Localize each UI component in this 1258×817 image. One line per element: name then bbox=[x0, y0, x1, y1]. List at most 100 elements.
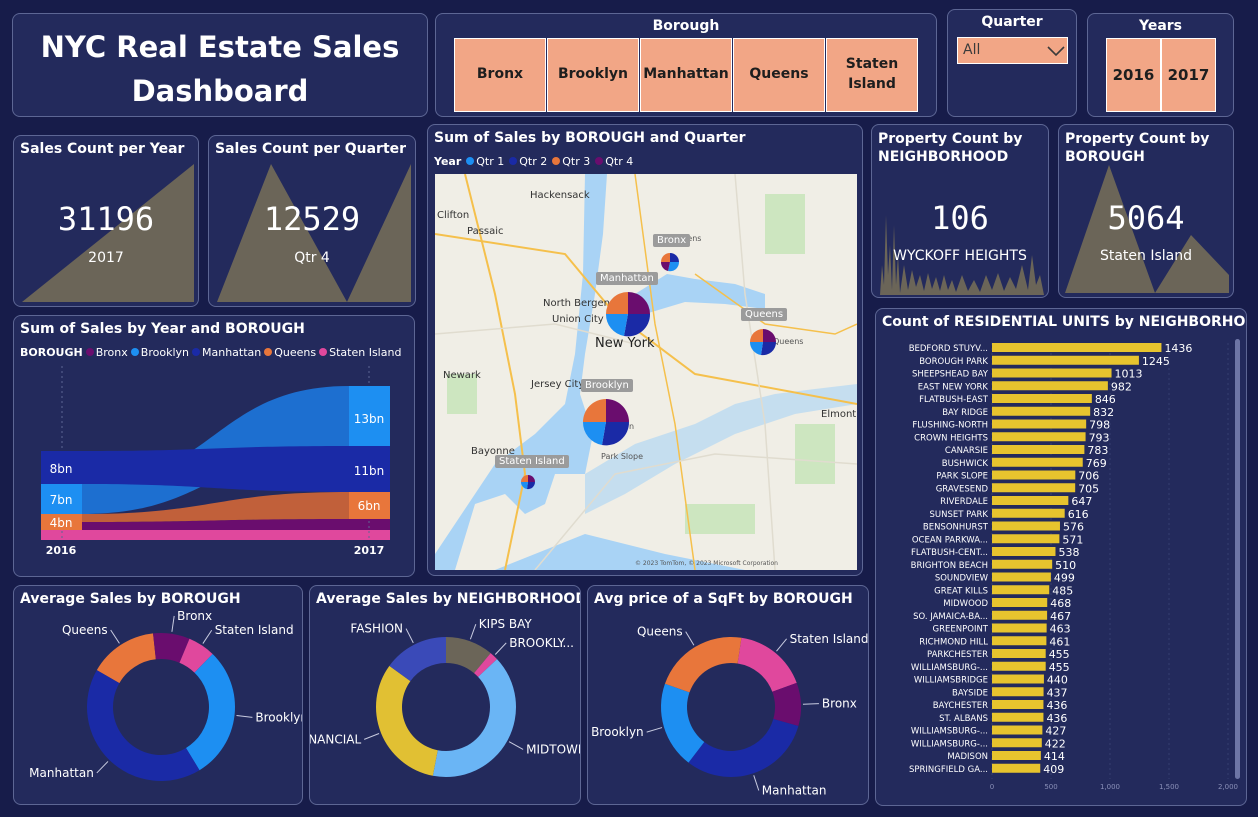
borough-tile-queens[interactable]: Queens bbox=[733, 38, 825, 112]
bar[interactable] bbox=[992, 674, 1044, 684]
leader-line bbox=[776, 638, 787, 652]
legend-item-bronx[interactable]: Bronx bbox=[85, 346, 128, 359]
legend-item-queens[interactable]: Queens bbox=[264, 346, 316, 359]
borough-tile-bronx[interactable]: Bronx bbox=[454, 38, 546, 112]
bar[interactable] bbox=[992, 559, 1053, 569]
years-slicer: Years 2016 2017 bbox=[1087, 13, 1234, 117]
leader-line bbox=[363, 733, 380, 740]
bar[interactable] bbox=[992, 738, 1042, 748]
bar-value-label: 982 bbox=[1111, 380, 1132, 393]
bar[interactable] bbox=[992, 368, 1112, 378]
bar[interactable] bbox=[992, 483, 1076, 493]
donut-slice[interactable] bbox=[688, 718, 799, 777]
bar[interactable] bbox=[992, 355, 1139, 365]
bar[interactable] bbox=[992, 712, 1044, 722]
bar[interactable] bbox=[992, 572, 1051, 582]
kpi-sales-count-per-quarter: Sales Count per Quarter 12529 Qtr 4 bbox=[208, 135, 416, 307]
map-legend-title: Year bbox=[434, 155, 462, 168]
donut-slice[interactable] bbox=[664, 637, 742, 693]
map-callout-brooklyn[interactable]: Brooklyn bbox=[581, 379, 633, 392]
bar[interactable] bbox=[992, 406, 1091, 416]
bar[interactable] bbox=[992, 547, 1056, 556]
borough-slicer: Borough Bronx Brooklyn Manhattan Queens … bbox=[435, 13, 937, 117]
legend-item-staten-island[interactable]: Staten Island bbox=[319, 346, 401, 359]
donut-slice[interactable] bbox=[153, 633, 190, 663]
bar[interactable] bbox=[992, 381, 1108, 391]
quarter-dropdown[interactable]: All bbox=[957, 37, 1068, 64]
bar-category-label: OCEAN PARKWA... bbox=[912, 535, 988, 545]
bar[interactable] bbox=[992, 585, 1050, 595]
donut-label: Brooklyn bbox=[255, 710, 303, 724]
bar[interactable] bbox=[992, 623, 1047, 633]
donut-slice[interactable] bbox=[376, 665, 438, 776]
donut-slice[interactable] bbox=[96, 633, 156, 684]
borough-tile-brooklyn[interactable]: Brooklyn bbox=[547, 38, 639, 112]
donut-slice[interactable] bbox=[185, 653, 236, 771]
bar[interactable] bbox=[992, 521, 1060, 531]
donut-slice[interactable] bbox=[179, 638, 213, 673]
donut-slice[interactable] bbox=[772, 682, 801, 727]
bar[interactable] bbox=[992, 470, 1076, 480]
bar[interactable] bbox=[992, 598, 1048, 607]
bar[interactable] bbox=[992, 636, 1047, 646]
donut-slice[interactable] bbox=[737, 637, 797, 692]
bar[interactable] bbox=[992, 508, 1065, 518]
bar[interactable] bbox=[992, 763, 1041, 773]
bar[interactable] bbox=[992, 432, 1086, 442]
legend-item-qtr2[interactable]: Qtr 2 bbox=[509, 155, 547, 168]
scrollbar[interactable] bbox=[1235, 339, 1240, 779]
legend-item-qtr1[interactable]: Qtr 1 bbox=[466, 155, 504, 168]
x-tick-label: 2016 bbox=[46, 544, 77, 557]
bar-value-label: 846 bbox=[1095, 393, 1116, 406]
legend-item-manhattan[interactable]: Manhattan bbox=[191, 346, 261, 359]
bar[interactable] bbox=[992, 419, 1087, 429]
donut-slice[interactable] bbox=[446, 637, 491, 674]
map-callout-manhattan[interactable]: Manhattan bbox=[596, 272, 658, 285]
bar[interactable] bbox=[992, 445, 1085, 454]
bar[interactable] bbox=[992, 687, 1044, 697]
legend-item-brooklyn[interactable]: Brooklyn bbox=[130, 346, 189, 359]
map-title: Sum of Sales by BOROUGH and Quarter bbox=[434, 130, 746, 146]
donut-label: Bronx bbox=[177, 609, 212, 623]
ribbon-label: 7bn bbox=[50, 493, 73, 507]
bar[interactable] bbox=[992, 534, 1060, 544]
borough-tile-manhattan[interactable]: Manhattan bbox=[640, 38, 732, 112]
scrollbar-thumb[interactable] bbox=[1235, 339, 1240, 779]
ribbon-queens bbox=[41, 492, 390, 522]
quarter-dropdown-value: All bbox=[963, 42, 981, 58]
x-tick-label: 0 bbox=[990, 783, 994, 791]
bar[interactable] bbox=[992, 661, 1046, 671]
legend-item-qtr4[interactable]: Qtr 4 bbox=[595, 155, 633, 168]
bar-value-label: 783 bbox=[1087, 444, 1108, 457]
map-callout-staten-island[interactable]: Staten Island bbox=[495, 455, 569, 468]
borough-tile-staten-island[interactable]: Staten Island bbox=[826, 38, 918, 112]
donut-slice[interactable] bbox=[661, 683, 705, 763]
donut-slice[interactable] bbox=[432, 659, 516, 777]
bar[interactable] bbox=[992, 496, 1069, 505]
donut-label: Manhattan bbox=[762, 783, 827, 797]
year-tile-2016[interactable]: 2016 bbox=[1106, 38, 1161, 112]
year-tile-2017[interactable]: 2017 bbox=[1161, 38, 1216, 112]
bar-value-label: 1436 bbox=[1164, 342, 1192, 355]
donut-label: Queens bbox=[62, 623, 108, 637]
map-callout-bronx[interactable]: Bronx bbox=[653, 234, 691, 247]
donut-chart: KIPS BAY BROOKLY... MIDTOWN CBD FINANCIAL FA… bbox=[310, 617, 580, 777]
bar[interactable] bbox=[992, 700, 1044, 709]
legend-item-qtr3[interactable]: Qtr 3 bbox=[552, 155, 590, 168]
bar-value-label: 706 bbox=[1078, 470, 1099, 483]
bar[interactable] bbox=[992, 343, 1162, 352]
donut-slice[interactable] bbox=[474, 653, 498, 677]
map-callout-queens[interactable]: Queens bbox=[741, 308, 788, 321]
bar[interactable] bbox=[992, 751, 1041, 760]
map-canvas[interactable]: Hackensack Clifton Passaic North Bergen … bbox=[435, 174, 857, 570]
bar[interactable] bbox=[992, 725, 1043, 735]
bar[interactable] bbox=[992, 457, 1083, 467]
bar-value-label: 463 bbox=[1050, 623, 1071, 636]
bar-value-label: 571 bbox=[1062, 533, 1083, 546]
bar[interactable] bbox=[992, 610, 1048, 620]
bar[interactable] bbox=[992, 394, 1092, 403]
donut-slice[interactable] bbox=[389, 637, 446, 682]
donut-slice[interactable] bbox=[87, 670, 200, 781]
leader-line bbox=[405, 628, 414, 644]
bar[interactable] bbox=[992, 649, 1046, 658]
